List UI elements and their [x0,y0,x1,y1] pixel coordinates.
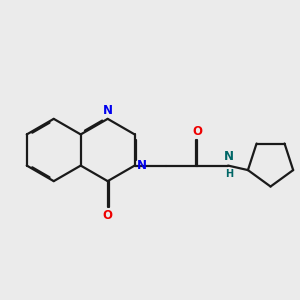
Text: N: N [103,103,113,117]
Text: N: N [224,150,234,163]
Text: H: H [225,169,233,179]
Text: O: O [103,209,113,222]
Text: O: O [192,125,202,138]
Text: N: N [137,159,147,172]
